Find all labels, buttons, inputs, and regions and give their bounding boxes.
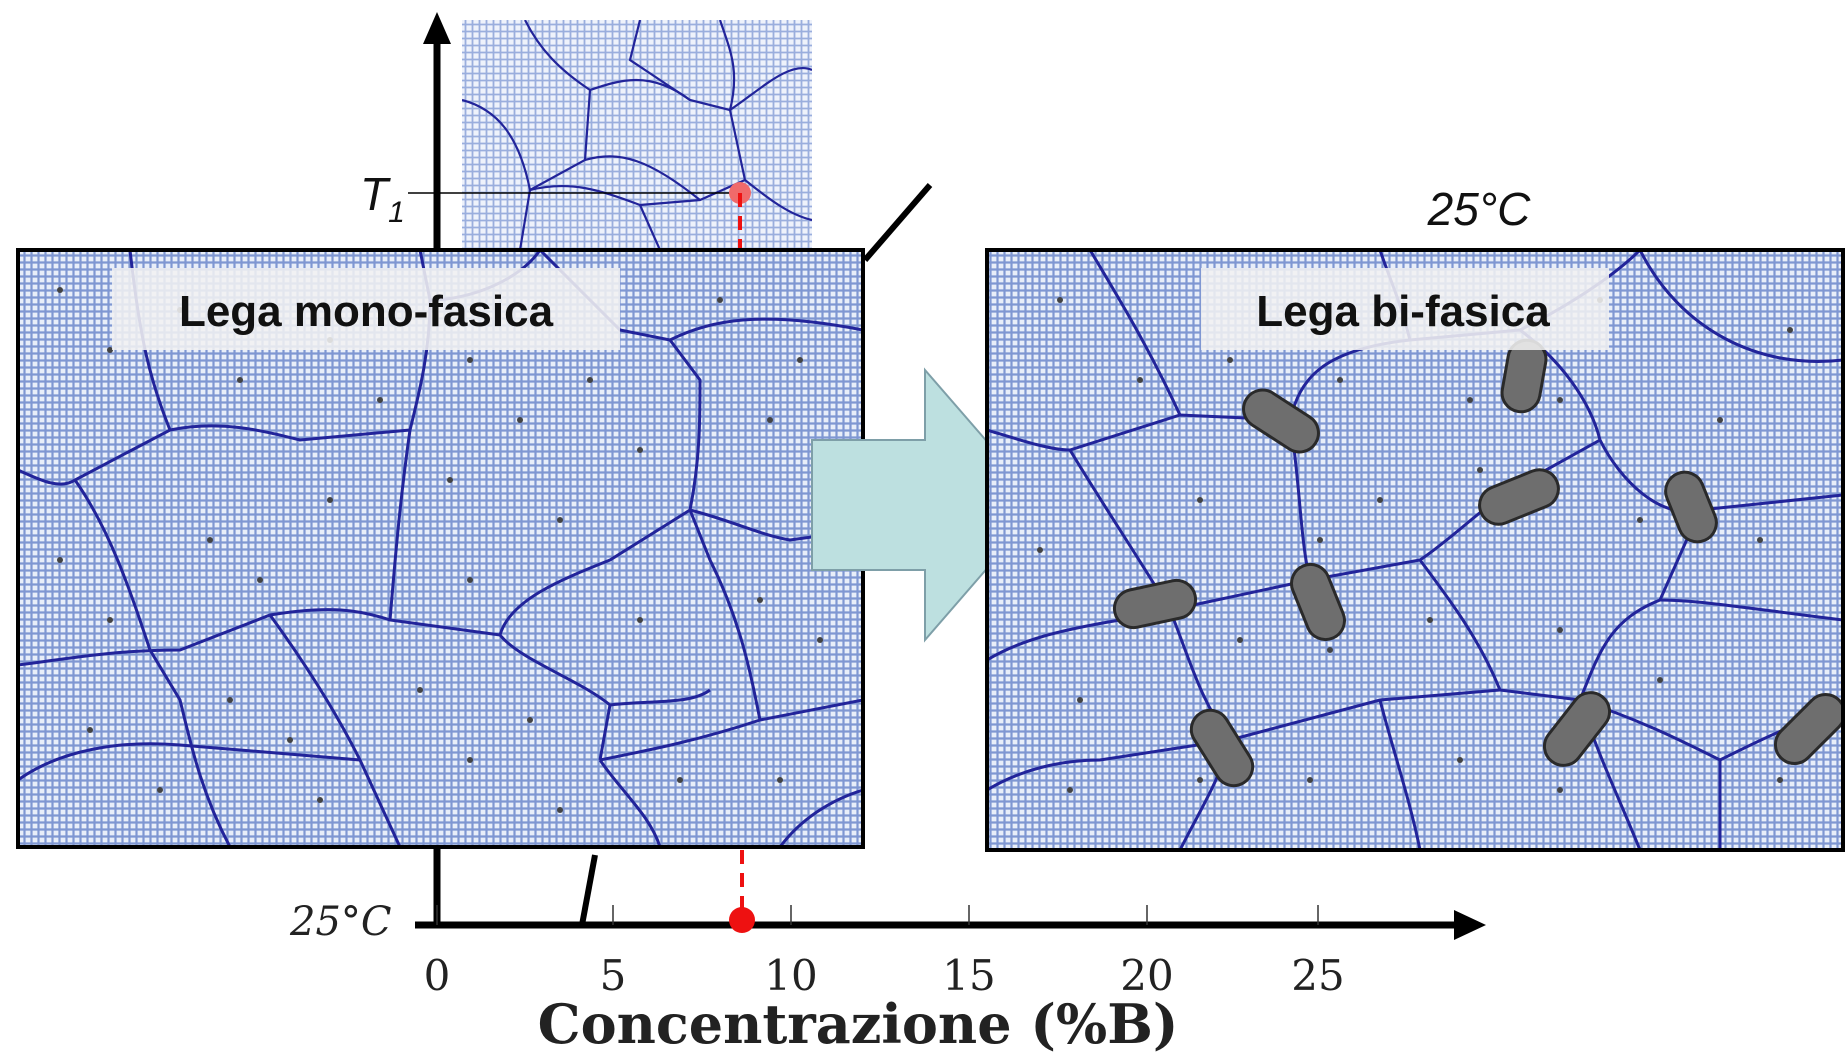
solvus-line-upper	[862, 183, 933, 262]
x-tick-label: 0	[424, 951, 451, 1000]
top-micrograph	[462, 20, 812, 250]
two-phase-label: Lega bi-fasica	[1256, 287, 1550, 336]
single-phase-label: Lega mono-fasica	[179, 287, 554, 336]
x-axis-arrowhead	[1454, 910, 1486, 940]
transformation-arrow	[811, 367, 1044, 643]
concentration-marker	[729, 907, 755, 933]
solvus-line-lower	[579, 854, 598, 926]
single-phase-label-box	[112, 268, 620, 350]
x-tick-label: 25	[1291, 951, 1344, 1000]
x-tick-label: 5	[600, 951, 627, 1000]
x-tick-label: 20	[1120, 951, 1173, 1000]
bottom-temperature-label: 25°C	[289, 899, 392, 945]
y-axis-arrowhead	[423, 12, 451, 44]
x-axis-ticks	[436, 905, 1319, 925]
x-tick-labels: 0 5 10 15 20 25	[424, 951, 1345, 1000]
x-tick-label: 15	[942, 951, 995, 1000]
two-phase-label-box	[1201, 268, 1609, 350]
right-panel-temperature: 25°C	[1427, 183, 1532, 235]
x-tick-label: 10	[764, 951, 817, 1000]
t1-label: T1	[360, 168, 405, 229]
x-axis-title: Concentrazione (%B)	[538, 992, 1179, 1052]
